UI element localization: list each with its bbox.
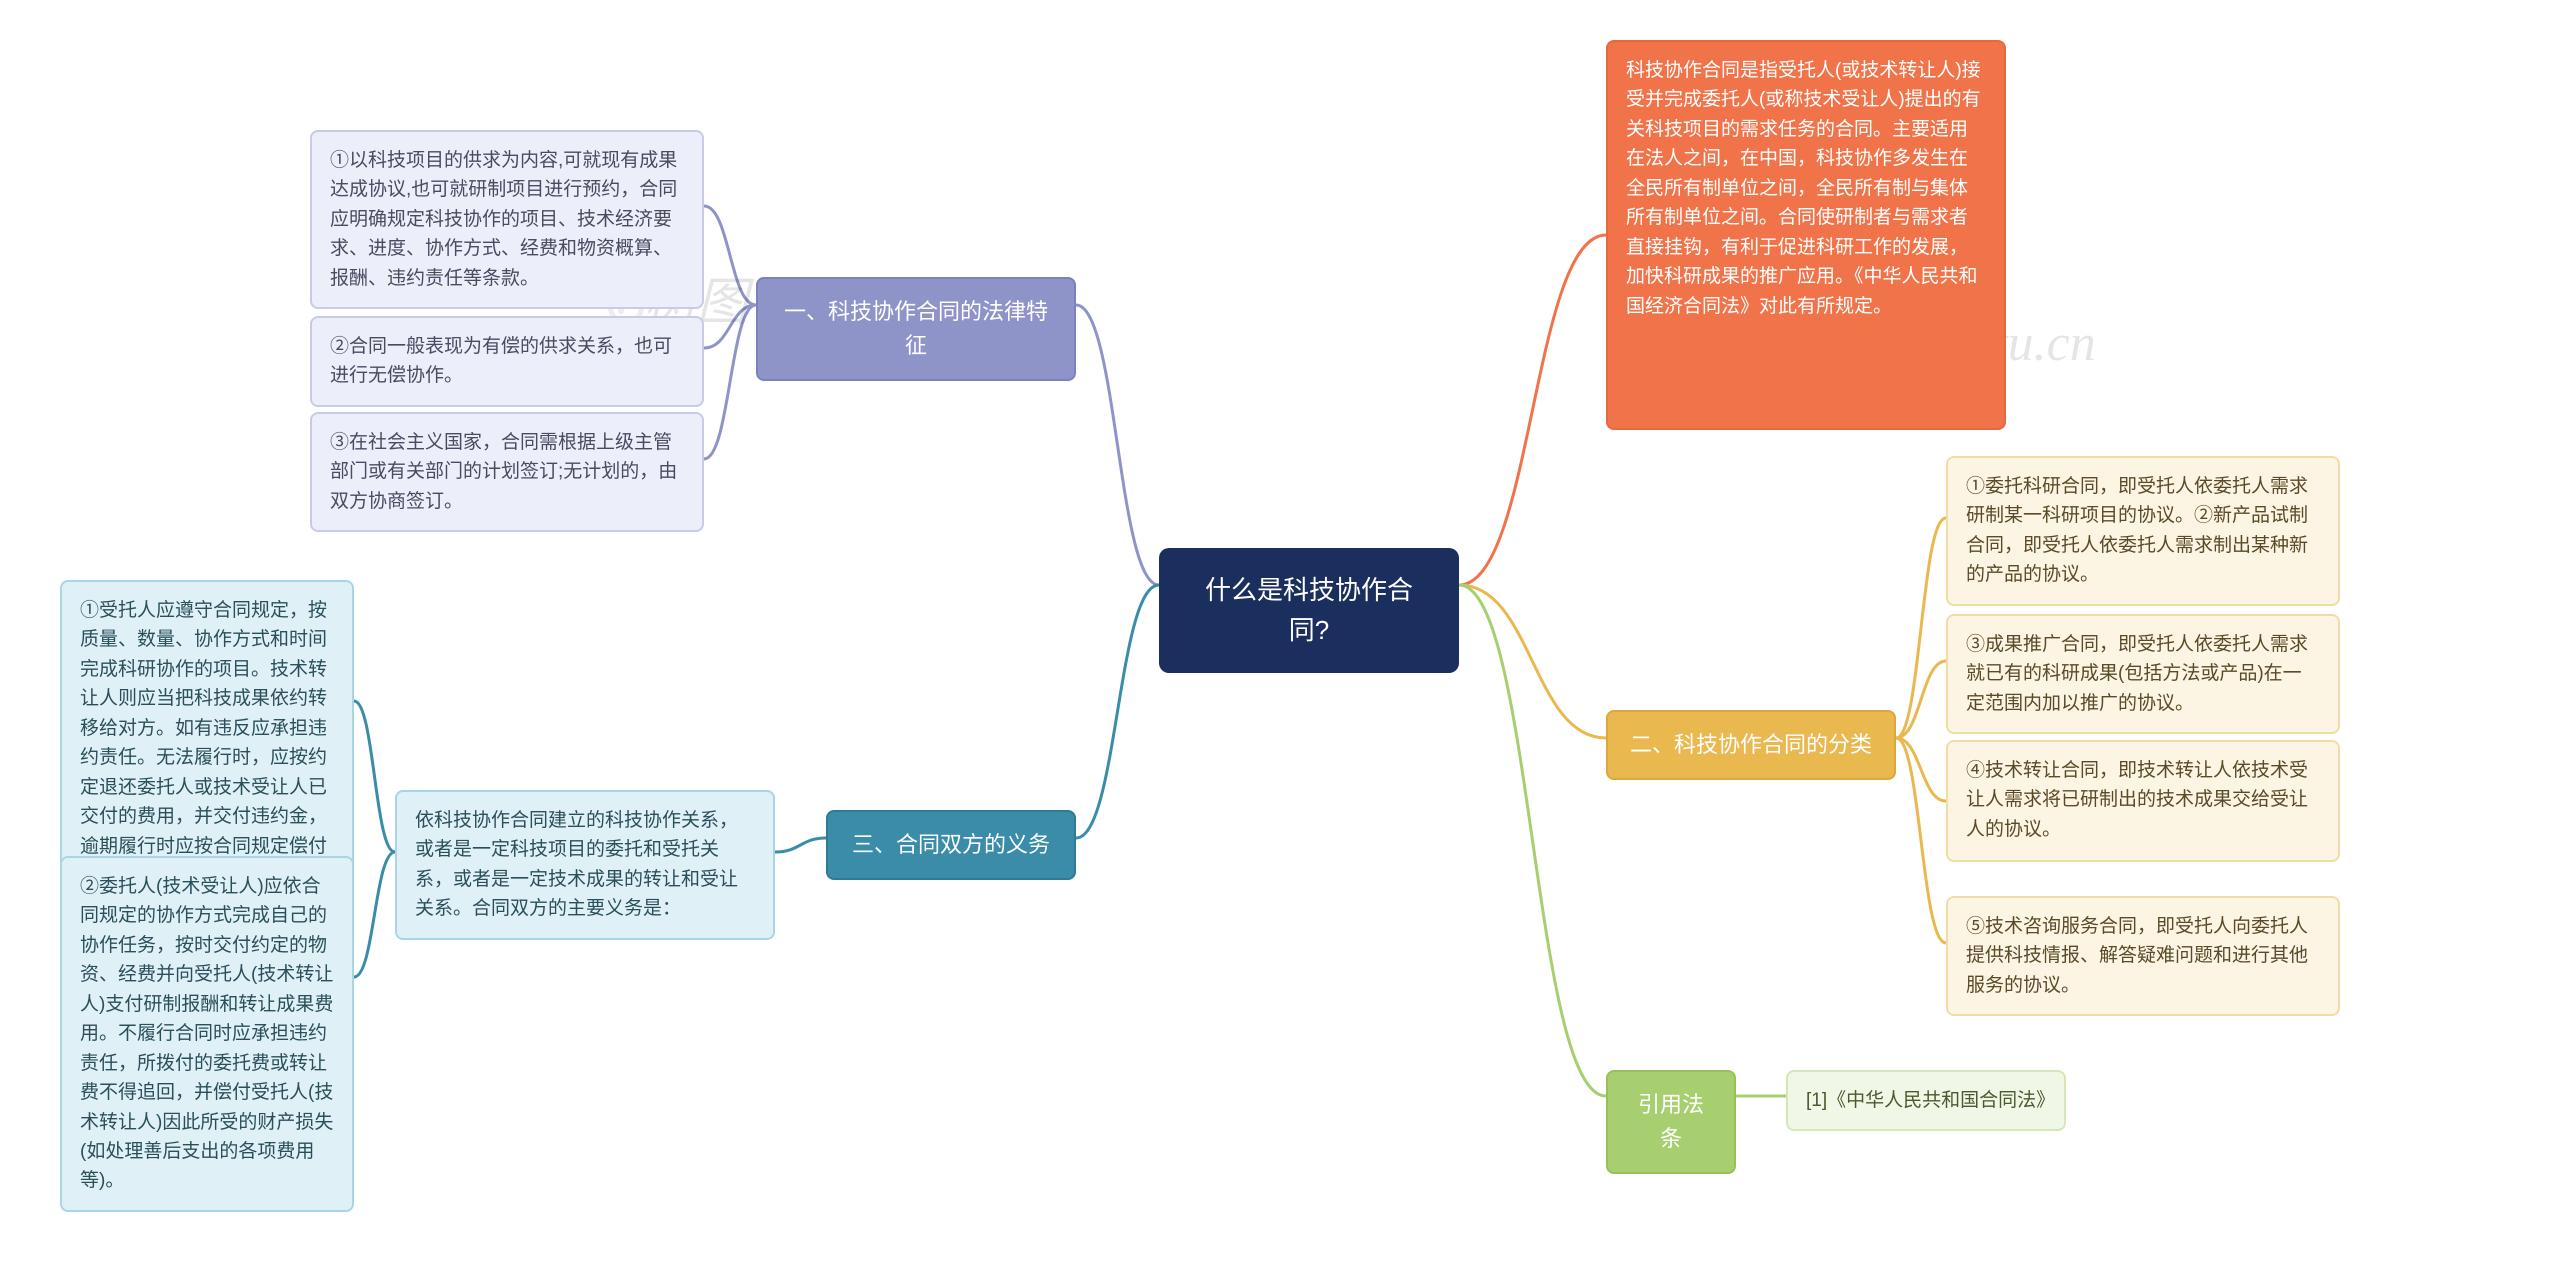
connector (354, 701, 395, 852)
mindmap-node-law1[interactable]: [1]《中华人民共和国合同法》 (1786, 1070, 2066, 1131)
mindmap-node-law[interactable]: 引用法条 (1606, 1070, 1736, 1174)
connector (1459, 585, 1606, 738)
mindmap-node-s2c1[interactable]: ①委托科研合同，即受托人依委托人需求研制某一科研项目的协议。②新产品试制合同，即… (1946, 456, 2340, 606)
mindmap-node-s1c2[interactable]: ②合同一般表现为有偿的供求关系，也可进行无偿协作。 (310, 316, 704, 407)
mindmap-node-s2c2[interactable]: ③成果推广合同，即受托人依委托人需求就已有的科研成果(包括方法或产品)在一定范围… (1946, 614, 2340, 734)
mindmap-node-sec1[interactable]: 一、科技协作合同的法律特征 (756, 277, 1076, 381)
connector (704, 305, 756, 459)
connector (1076, 305, 1159, 585)
connector (1459, 235, 1606, 585)
connector (1459, 585, 1606, 1096)
mindmap-node-s1c1[interactable]: ①以科技项目的供求为内容,可就现有成果达成协议,也可就研制项目进行预约，合同应明… (310, 130, 704, 309)
connector (1896, 738, 1946, 801)
mindmap-root[interactable]: 什么是科技协作合同? (1159, 548, 1459, 673)
mindmap-node-intro[interactable]: 科技协作合同是指受托人(或技术转让人)接受并完成委托人(或称技术受让人)提出的有… (1606, 40, 2006, 430)
mindmap-node-s2c4[interactable]: ⑤技术咨询服务合同，即受托人向委托人提供科技情报、解答疑难问题和进行其他服务的协… (1946, 896, 2340, 1016)
mindmap-node-s3c0b[interactable]: ②委托人(技术受让人)应依合同规定的协作方式完成自己的协作任务，按时交付约定的物… (60, 856, 354, 1212)
connector (704, 305, 756, 348)
connector (1076, 585, 1159, 838)
connector (775, 838, 826, 852)
connector (704, 206, 756, 305)
mindmap-node-s1c3[interactable]: ③在社会主义国家，合同需根据上级主管部门或有关部门的计划签订;无计划的，由双方协… (310, 412, 704, 532)
mindmap-node-s3c0[interactable]: 依科技协作合同建立的科技协作关系，或者是一定科技项目的委托和受托关系，或者是一定… (395, 790, 775, 940)
connector (1896, 518, 1946, 738)
connector (354, 852, 395, 977)
mindmap-node-sec3[interactable]: 三、合同双方的义务 (826, 810, 1076, 880)
connector (1896, 661, 1946, 738)
mindmap-node-s2c3[interactable]: ④技术转让合同，即技术转让人依技术受让人需求将已研制出的技术成果交给受让人的协议… (1946, 740, 2340, 862)
mindmap-node-sec2[interactable]: 二、科技协作合同的分类 (1606, 710, 1896, 780)
connector (1896, 738, 1946, 943)
